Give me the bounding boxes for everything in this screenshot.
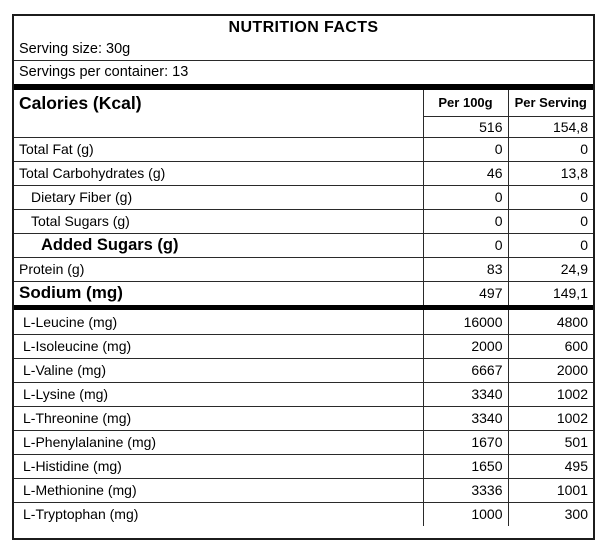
section-divider-bar: [14, 305, 593, 310]
per-serving-value: 0: [507, 136, 593, 161]
nutrient-row: Sodium (mg) 497 149,1: [14, 280, 593, 305]
amino-acid-label: L-Lysine (mg): [14, 381, 423, 406]
section-divider-bar: [14, 84, 593, 90]
per-serving-value: 13,8: [507, 160, 593, 185]
per-100g-value: 83: [422, 256, 508, 281]
amino-acid-label: L-Isoleucine (mg): [14, 333, 423, 358]
nutrient-label: Protein (g): [14, 256, 423, 281]
per-serving-value: 300: [507, 501, 593, 526]
per-serving-column-header: Per Serving: [507, 90, 593, 116]
nutrient-row: Protein (g) 83 24,9: [14, 256, 593, 281]
nutrient-label: Sodium (mg): [14, 280, 423, 305]
per-100g-value: 1670: [422, 429, 508, 454]
calories-per-100g-value: 516: [422, 115, 508, 137]
per-100g-value: 1000: [422, 501, 508, 526]
amino-acid-row: L-Isoleucine (mg) 2000 600: [14, 333, 593, 358]
nutrient-row: Total Carbohydrates (g) 46 13,8: [14, 160, 593, 185]
amino-acid-label: L-Leucine (mg): [23, 313, 118, 330]
per-serving-value: 1002: [507, 405, 593, 430]
amino-acid-label: L-Tryptophan (mg): [14, 501, 423, 526]
calories-per-serving-value: 154,8: [507, 115, 593, 137]
amino-acid-label: L-Threonine (mg): [14, 405, 423, 430]
nutrient-row: Dietary Fiber (g) 0 0: [14, 184, 593, 209]
amino-acid-label: L-Methionine (mg): [14, 477, 423, 502]
per-serving-value: 24,9: [507, 256, 593, 281]
per-100g-value: 16000: [422, 310, 508, 334]
nutrient-label: Total Fat (g): [14, 136, 423, 161]
serving-size-line: Serving size: 30g: [14, 38, 593, 61]
nutrient-label: Total Carbohydrates (g): [14, 160, 423, 185]
amino-acid-label: L-Histidine (mg): [14, 453, 423, 478]
per-100g-value: 1650: [422, 453, 508, 478]
per-100g-value: 3340: [422, 381, 508, 406]
nutrient-label: Added Sugars (g): [14, 232, 423, 257]
calories-value-row: 516 154,8: [14, 115, 593, 137]
per-100g-value: 0: [422, 208, 508, 233]
calories-header-row: Calories (Kcal) Per 100g Per Serving: [14, 90, 593, 116]
amino-acid-label: L-Valine (mg): [14, 357, 423, 382]
per-100g-value: 0: [422, 136, 508, 161]
per-100g-value: 3336: [422, 477, 508, 502]
amino-acid-row: L-Threonine (mg) 3340 1002: [14, 405, 593, 430]
per-serving-value: 4800: [507, 310, 593, 334]
per-serving-value: 501: [507, 429, 593, 454]
per-serving-value: 0: [507, 232, 593, 257]
nutrient-label: Dietary Fiber (g): [14, 184, 423, 209]
amino-acid-row: L-Methionine (mg) 3336 1001: [14, 477, 593, 502]
nutrition-facts-label: NUTRITION FACTS Serving size: 30g Servin…: [12, 14, 595, 540]
servings-per-container-line: Servings per container: 13: [19, 64, 189, 80]
per-100g-value: 3340: [422, 405, 508, 430]
amino-acid-label: L-Phenylalanine (mg): [14, 429, 423, 454]
amino-acid-row: L-Lysine (mg) 3340 1002: [14, 381, 593, 406]
per-serving-value: 0: [507, 208, 593, 233]
nutrient-row: Added Sugars (g) 0 0: [14, 232, 593, 257]
per-100g-value: 6667: [422, 357, 508, 382]
per-serving-value: 600: [507, 333, 593, 358]
nutrition-facts-title: NUTRITION FACTS: [228, 19, 379, 36]
per-serving-value: 2000: [507, 357, 593, 382]
per-serving-value: 0: [507, 184, 593, 209]
per-100g-value: 0: [422, 184, 508, 209]
nutrient-label: Total Sugars (g): [14, 208, 423, 233]
nutrient-row: Total Fat (g) 0 0: [14, 136, 593, 161]
amino-acid-row: L-Tryptophan (mg) 1000 300: [14, 501, 593, 526]
per-serving-value: 495: [507, 453, 593, 478]
amino-acid-row: L-Histidine (mg) 1650 495: [14, 453, 593, 478]
per-100g-value: 0: [422, 232, 508, 257]
per-serving-value: 1002: [507, 381, 593, 406]
amino-acid-row: L-Valine (mg) 6667 2000: [14, 357, 593, 382]
per-serving-value: 1001: [507, 477, 593, 502]
per-100g-value: 497: [422, 280, 508, 305]
calories-label: Calories (Kcal): [19, 93, 142, 113]
amino-acid-row: L-Leucine (mg) 16000 4800: [14, 310, 593, 334]
nutrient-row: Total Sugars (g) 0 0: [14, 208, 593, 233]
per-100g-value: 46: [422, 160, 508, 185]
amino-acid-row: L-Phenylalanine (mg) 1670 501: [14, 429, 593, 454]
nutrition-table: Calories (Kcal) Per 100g Per Serving 516…: [14, 90, 593, 526]
per-serving-value: 149,1: [507, 280, 593, 305]
per-100g-column-header: Per 100g: [422, 90, 508, 116]
per-100g-value: 2000: [422, 333, 508, 358]
